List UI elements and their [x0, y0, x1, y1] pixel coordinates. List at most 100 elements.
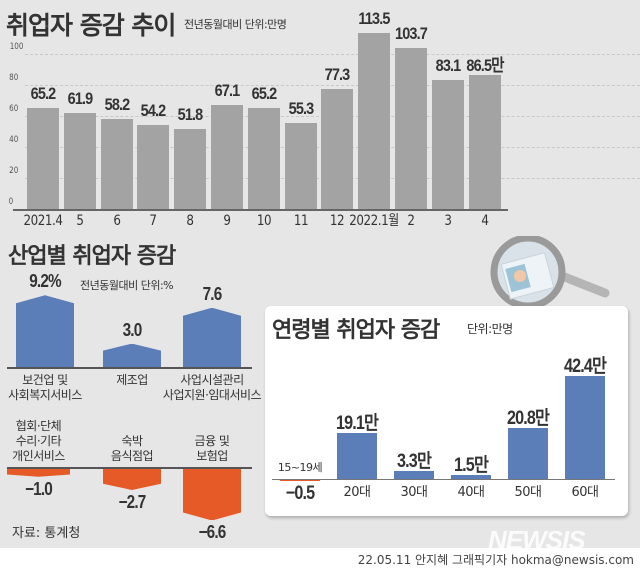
trend-x-label: 10 [256, 213, 272, 229]
trend-title: 취업자 증감 추이 [6, 11, 176, 40]
trend-value-label: 65.2 [251, 83, 277, 103]
category-line: 보건업 및 [22, 373, 68, 387]
age-bar [508, 428, 548, 479]
trend-x-label: 3 [444, 213, 452, 229]
industry-subtitle: 전년동월대비 단위:% [80, 279, 174, 292]
age-bar [280, 479, 320, 481]
age-bar [451, 475, 491, 479]
age-category-label: 50대 [514, 485, 542, 500]
age-value-label: 3.3만 [397, 450, 432, 472]
trend-x-label: 2022.1월 [349, 213, 399, 229]
age-value-label: 1.5만 [454, 455, 489, 477]
industry-category-label: 협회·단체 수리·기타 개인서비스 [0, 419, 99, 464]
trend-x-label: 9 [223, 213, 231, 229]
age-value-label: 19.1만 [335, 412, 379, 434]
industry-bar [183, 469, 241, 520]
credit-line: 22.05.11 안지혜 그래픽기자 hokma@newsis.com [357, 553, 634, 567]
age-baseline [272, 479, 615, 480]
trend-x-label: 2021.4 [23, 213, 63, 229]
industry-category-label: 보건업 및 사회복지서비스 [0, 373, 105, 403]
trend-bar [284, 123, 317, 209]
age-category-label: 30대 [400, 485, 428, 500]
category-line: 사회복지서비스 [8, 388, 82, 402]
category-line: 사업시설관리 [180, 373, 244, 387]
trend-value-label: 54.2 [141, 100, 167, 120]
age-category-label: 20대 [343, 485, 371, 500]
age-value-label: 42.4만 [563, 355, 607, 377]
newsis-watermark: NEWSIS [488, 525, 586, 555]
trend-bar [211, 104, 243, 209]
category-line: 금융 및 [194, 434, 230, 448]
industry-value-label: −6.6 [198, 522, 227, 543]
y-tick-label: 20 [9, 166, 19, 176]
trend-x-label: 5 [76, 213, 84, 229]
y-tick-label: 60 [9, 104, 19, 114]
trend-value-label: 103.7 [395, 24, 428, 44]
trend-value-label: 113.5 [358, 9, 391, 29]
trend-bar [321, 89, 354, 209]
category-line: 협회·단체 [15, 419, 62, 433]
trend-value-label: 67.1 [214, 80, 241, 100]
y-tick-label: 0 [8, 197, 14, 207]
source-note: 자료: 통계청 [12, 526, 81, 541]
trend-bar [395, 48, 427, 209]
industry-bar [183, 307, 241, 367]
industry-category-label: 금융 및 보험업 [152, 434, 272, 464]
industry-title: 산업별 취업자 증감 [8, 244, 176, 269]
age-category-label: 15~19세 [277, 461, 323, 474]
industry-category-label: 숙박 음식점업 [72, 434, 192, 464]
category-line: 개인서비스 [12, 449, 65, 463]
trend-x-label: 7 [149, 213, 158, 229]
trend-x-label: 11 [293, 213, 308, 229]
trend-subtitle: 전년동월대비 단위:만명 [184, 18, 287, 31]
industry-value-label: −1.0 [25, 478, 53, 499]
category-line: 보험업 [196, 449, 228, 463]
trend-baseline [13, 209, 508, 211]
industry-category-label: 제조업 [72, 373, 192, 388]
trend-value-label: 77.3 [325, 65, 351, 85]
y-tick-label: 100 [9, 42, 24, 52]
trend-x-label: 8 [186, 213, 195, 229]
age-category-label: 60대 [571, 485, 599, 500]
industry-bar [7, 469, 70, 477]
category-line: 숙박 [121, 434, 143, 448]
category-line: 음식점업 [110, 449, 154, 463]
trend-x-label: 4 [481, 213, 489, 229]
category-line: 수리·기타 [15, 434, 62, 448]
trend-value-label: 86.5만 [466, 55, 504, 75]
industry-negative-baseline [7, 467, 252, 469]
industry-bar [103, 343, 161, 367]
industry-bar [103, 469, 161, 490]
industry-positive-baseline [7, 367, 252, 369]
trend-bar [247, 107, 280, 209]
trend-value-label: 65.2 [30, 83, 57, 103]
trend-value-label: 83.1 [435, 56, 461, 76]
trend-value-label: 51.8 [177, 104, 204, 124]
trend-bar [27, 107, 59, 209]
gridline [25, 54, 640, 55]
trend-bar [100, 118, 133, 209]
industry-value-label: 9.2% [29, 271, 61, 292]
trend-bar [431, 80, 464, 209]
trend-bar [63, 113, 96, 209]
age-bar [394, 470, 434, 479]
trend-bar [468, 74, 501, 209]
trend-bar [174, 128, 207, 209]
category-line: 사업지원·임대서비스 [162, 388, 262, 402]
footer [0, 548, 640, 570]
age-category-label: 40대 [457, 485, 485, 500]
trend-bar [137, 124, 170, 209]
age-bar [337, 432, 377, 479]
trend-x-label: 6 [113, 213, 121, 229]
age-value-label: 20.8만 [506, 408, 550, 430]
trend-x-label: 2 [407, 213, 415, 229]
age-subtitle: 단위:만명 [467, 322, 513, 336]
industry-value-label: 7.6 [202, 283, 223, 304]
trend-bar [358, 33, 391, 209]
y-tick-label: 80 [9, 73, 19, 83]
trend-value-label: 61.9 [67, 89, 93, 109]
category-line: 제조업 [116, 373, 148, 387]
age-bar [565, 375, 605, 479]
industry-value-label: −2.7 [118, 492, 147, 513]
industry-category-label: 사업시설관리 사업지원·임대서비스 [152, 373, 272, 403]
